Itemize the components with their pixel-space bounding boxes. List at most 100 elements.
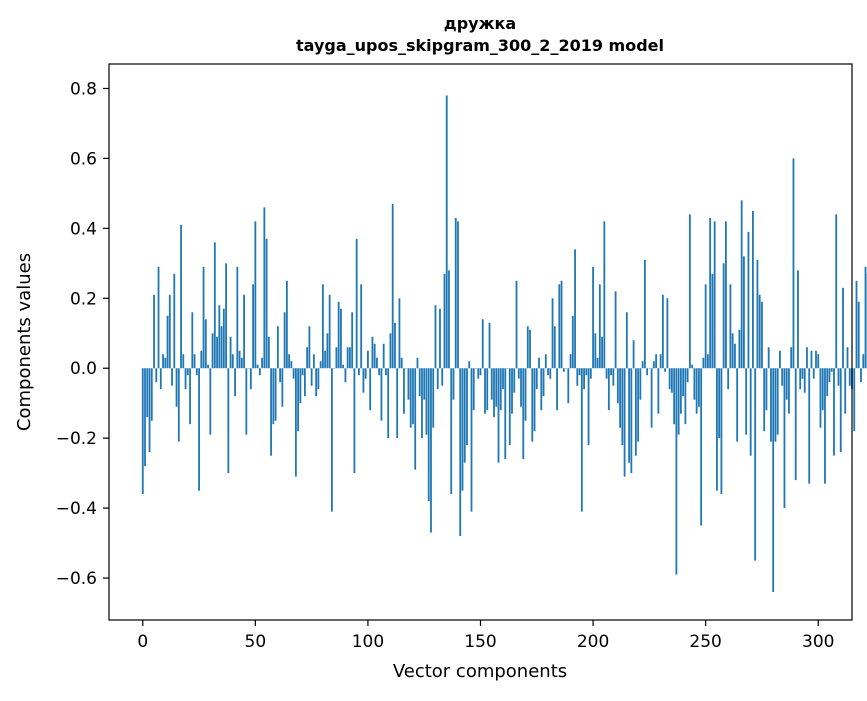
bar-275	[761, 302, 763, 368]
bar-254	[714, 221, 716, 368]
bar-301	[820, 368, 822, 427]
bar-108	[385, 368, 387, 375]
bar-262	[732, 333, 734, 368]
bar-52	[259, 368, 261, 375]
bar-235	[671, 368, 673, 392]
bar-153	[486, 368, 488, 410]
bar-105	[378, 368, 380, 375]
bar-238	[678, 368, 680, 434]
bar-214	[624, 368, 626, 476]
bar-69	[297, 368, 299, 431]
x-tick-label: 250	[689, 632, 721, 652]
bar-185	[558, 284, 560, 368]
bar-257	[721, 368, 723, 494]
bar-15	[176, 368, 178, 406]
bar-278	[768, 347, 770, 368]
bar-211	[617, 368, 619, 403]
bar-194	[579, 368, 581, 375]
bar-203	[599, 284, 601, 368]
bar-62	[281, 368, 283, 406]
bar-111	[392, 204, 394, 368]
bar-115	[401, 358, 403, 368]
bar-226	[651, 368, 653, 427]
bar-97	[360, 284, 362, 368]
bar-13	[171, 368, 173, 385]
bar-82	[327, 333, 329, 368]
y-tick-label: 0.4	[70, 219, 97, 239]
bar-193	[576, 368, 578, 385]
bar-41	[234, 368, 236, 396]
bar-125	[423, 368, 425, 399]
bar-241	[684, 368, 686, 424]
bar-309	[838, 368, 840, 385]
bar-134	[444, 274, 446, 368]
y-axis-ticks: −0.6−0.4−0.20.00.20.40.60.8	[56, 79, 109, 589]
bar-70	[299, 368, 301, 403]
bar-123	[419, 368, 421, 396]
bar-43	[239, 351, 241, 368]
bar-26	[200, 351, 202, 368]
bar-177	[540, 368, 542, 410]
bar-68	[295, 368, 297, 476]
bar-79	[320, 361, 322, 368]
bar-182	[552, 298, 554, 368]
bar-227	[653, 361, 655, 368]
x-tick-label: 100	[352, 632, 384, 652]
bar-42	[236, 267, 238, 368]
bar-138	[453, 368, 455, 399]
bar-318	[858, 302, 860, 368]
bar-132	[439, 309, 441, 368]
bar-29	[207, 365, 209, 369]
bar-64	[286, 281, 288, 368]
bar-33	[216, 337, 218, 368]
bar-283	[779, 351, 781, 368]
bar-210	[615, 291, 617, 368]
bar-171	[527, 326, 529, 368]
bar-109	[387, 368, 389, 438]
bar-208	[610, 368, 612, 375]
bar-67	[293, 368, 295, 378]
bar-174	[534, 368, 536, 431]
bar-7	[158, 267, 160, 368]
bar-239	[680, 368, 682, 413]
bar-27	[203, 267, 205, 368]
bar-71	[302, 368, 304, 375]
bar-261	[730, 284, 732, 368]
bar-300	[817, 354, 819, 368]
bar-199	[590, 368, 592, 378]
bar-316	[853, 368, 855, 431]
bar-152	[484, 368, 486, 413]
bar-320	[862, 354, 864, 368]
bar-54	[263, 207, 265, 368]
bar-9	[162, 354, 164, 368]
bar-160	[502, 368, 504, 389]
y-tick-label: −0.2	[56, 429, 97, 449]
bar-36	[223, 309, 225, 368]
bar-206	[606, 368, 608, 378]
x-tick-label: 200	[577, 632, 609, 652]
bar-96	[358, 368, 360, 375]
bar-130	[435, 305, 437, 368]
bar-126	[426, 368, 428, 434]
bar-5	[153, 295, 155, 368]
bar-276	[763, 368, 765, 431]
bar-268	[745, 368, 747, 434]
bar-147	[473, 368, 475, 410]
bar-295	[806, 347, 808, 368]
bar-91	[347, 347, 349, 368]
bar-128	[430, 368, 432, 532]
bar-247	[698, 368, 700, 406]
bar-284	[781, 368, 783, 385]
bar-240	[682, 368, 684, 396]
bar-170	[525, 368, 527, 420]
bar-149	[477, 368, 479, 378]
bar-252	[709, 218, 711, 368]
bar-237	[675, 368, 677, 574]
bar-120	[412, 368, 414, 424]
bar-200	[592, 267, 594, 368]
bar-249	[703, 358, 705, 368]
bar-1	[144, 368, 146, 466]
bar-39	[230, 337, 232, 368]
bar-140	[457, 221, 459, 368]
